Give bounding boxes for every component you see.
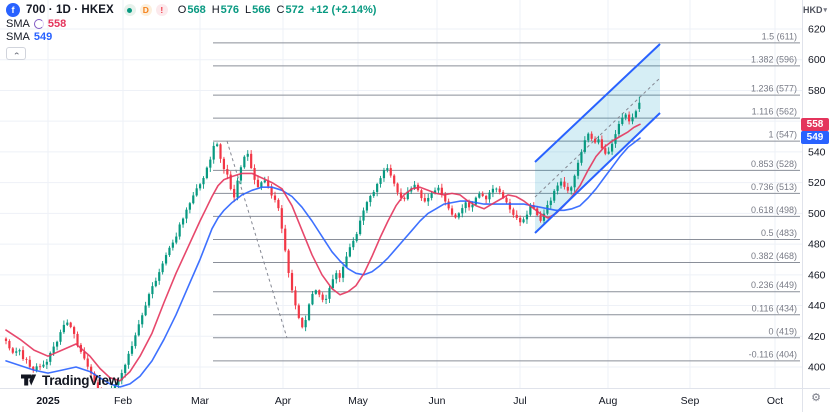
svg-text:600: 600: [808, 54, 826, 66]
dashed-trendline[interactable]: [226, 140, 288, 339]
svg-text:Jun: Jun: [429, 395, 446, 407]
axis-settings-gear-icon[interactable]: ⚙: [811, 391, 821, 404]
sma-fast-price-badge: 558: [801, 118, 829, 131]
indicator-row-sma-slow[interactable]: SMA 549: [6, 30, 376, 43]
sma-slow-line[interactable]: [5, 137, 641, 388]
svg-text:520: 520: [808, 177, 826, 189]
sma-slow-price-badge: 549: [801, 131, 829, 144]
svg-text:400: 400: [808, 362, 826, 374]
close-value: 572: [285, 4, 304, 16]
indicator-name: SMA: [6, 30, 30, 43]
parallel-channel-fill[interactable]: [535, 44, 660, 233]
symbol-logo-icon[interactable]: f: [6, 3, 20, 17]
svg-text:1.382 (596): 1.382 (596): [751, 54, 797, 64]
svg-text:0.116 (434): 0.116 (434): [752, 303, 797, 313]
interval-badge[interactable]: D: [139, 4, 152, 16]
svg-text:Mar: Mar: [191, 395, 210, 407]
channel-midline[interactable]: [534, 77, 661, 198]
open-label: O: [177, 4, 187, 16]
currency-label: HKD: [802, 4, 823, 15]
loading-spinner-icon: [33, 18, 44, 29]
change-value: +12 (+2.14%): [309, 4, 377, 16]
market-status-icon[interactable]: [123, 4, 136, 16]
svg-text:0.736 (513): 0.736 (513): [751, 182, 797, 192]
svg-text:580: 580: [808, 85, 826, 97]
fib-retracement[interactable]: 1.5 (611) 1.382 (596) 1.236 (577) 1.116 (56…: [213, 31, 800, 362]
tradingview-logo-text: TradingView: [42, 372, 120, 388]
candlestick-series: [4, 96, 641, 405]
indicator-value: 549: [33, 30, 53, 43]
alert-badge[interactable]: !: [155, 4, 168, 16]
channel-upper-line[interactable]: [534, 43, 661, 163]
price-axis[interactable]: 620 600 580 540 520 500 480 460 440 420 400: [808, 24, 826, 374]
low-value: 566: [252, 4, 271, 16]
svg-text:Jul: Jul: [513, 395, 526, 407]
svg-text:0.618 (498): 0.618 (498): [751, 205, 797, 215]
svg-text:Apr: Apr: [275, 395, 292, 407]
open-value: 568: [187, 4, 206, 16]
indicator-name: SMA: [6, 17, 30, 30]
legend-collapse-button[interactable]: ›: [6, 47, 26, 60]
svg-text:460: 460: [808, 269, 826, 281]
svg-text:480: 480: [808, 239, 826, 251]
svg-text:Sep: Sep: [681, 395, 700, 407]
svg-text:1.236 (577): 1.236 (577): [751, 84, 797, 94]
svg-text:1.5 (611): 1.5 (611): [762, 31, 797, 41]
high-value: 576: [220, 4, 240, 16]
tradingview-logo[interactable]: TradingView: [21, 372, 119, 388]
high-label: H: [211, 4, 220, 16]
svg-text:0 (419): 0 (419): [768, 326, 797, 336]
tradingview-logo-icon: [21, 374, 37, 386]
svg-text:1.116 (562): 1.116 (562): [752, 107, 797, 117]
low-label: L: [245, 4, 252, 16]
currency-selector[interactable]: HKD ▾: [801, 2, 829, 17]
svg-text:1 (547): 1 (547): [768, 130, 797, 140]
caret-down-icon: ▾: [823, 6, 827, 14]
chevron-up-icon: ›: [10, 52, 21, 55]
svg-text:Aug: Aug: [599, 395, 618, 407]
svg-text:620: 620: [808, 24, 826, 36]
close-label: C: [276, 4, 285, 16]
indicator-row-sma-fast[interactable]: SMA 558: [6, 17, 376, 30]
svg-text:0.236 (449): 0.236 (449): [751, 280, 797, 290]
svg-text:0.5 (483): 0.5 (483): [761, 228, 797, 238]
svg-text:0.382 (468): 0.382 (468): [751, 251, 797, 261]
symbol-title[interactable]: 700 · 1D · HKEX: [26, 4, 114, 16]
indicator-value: 558: [47, 17, 67, 30]
channel-lower-line[interactable]: [534, 112, 661, 234]
svg-text:May: May: [348, 395, 369, 407]
svg-text:Feb: Feb: [114, 395, 132, 407]
svg-text:2025: 2025: [36, 395, 60, 407]
ohlc-readout: O 568 H 576 L 566 C 572 +12 (+2.14%): [178, 4, 377, 16]
svg-text:Oct: Oct: [767, 395, 783, 407]
svg-text:500: 500: [808, 208, 826, 220]
svg-text:440: 440: [808, 300, 826, 312]
time-axis[interactable]: 2025 Feb Mar Apr May Jun Jul Aug Sep Oct: [36, 395, 783, 407]
svg-text:-0.116 (404): -0.116 (404): [749, 349, 797, 359]
svg-text:420: 420: [808, 331, 826, 343]
svg-text:540: 540: [808, 146, 826, 158]
chart-legend: f 700 · 1D · HKEX D ! O 568 H 576 L 566 C 57…: [6, 3, 376, 60]
sma-fast-line[interactable]: [5, 123, 641, 382]
symbol-row: f 700 · 1D · HKEX D ! O 568 H 576 L 566 C 57…: [6, 3, 376, 17]
svg-text:0.853 (528): 0.853 (528): [751, 159, 797, 169]
